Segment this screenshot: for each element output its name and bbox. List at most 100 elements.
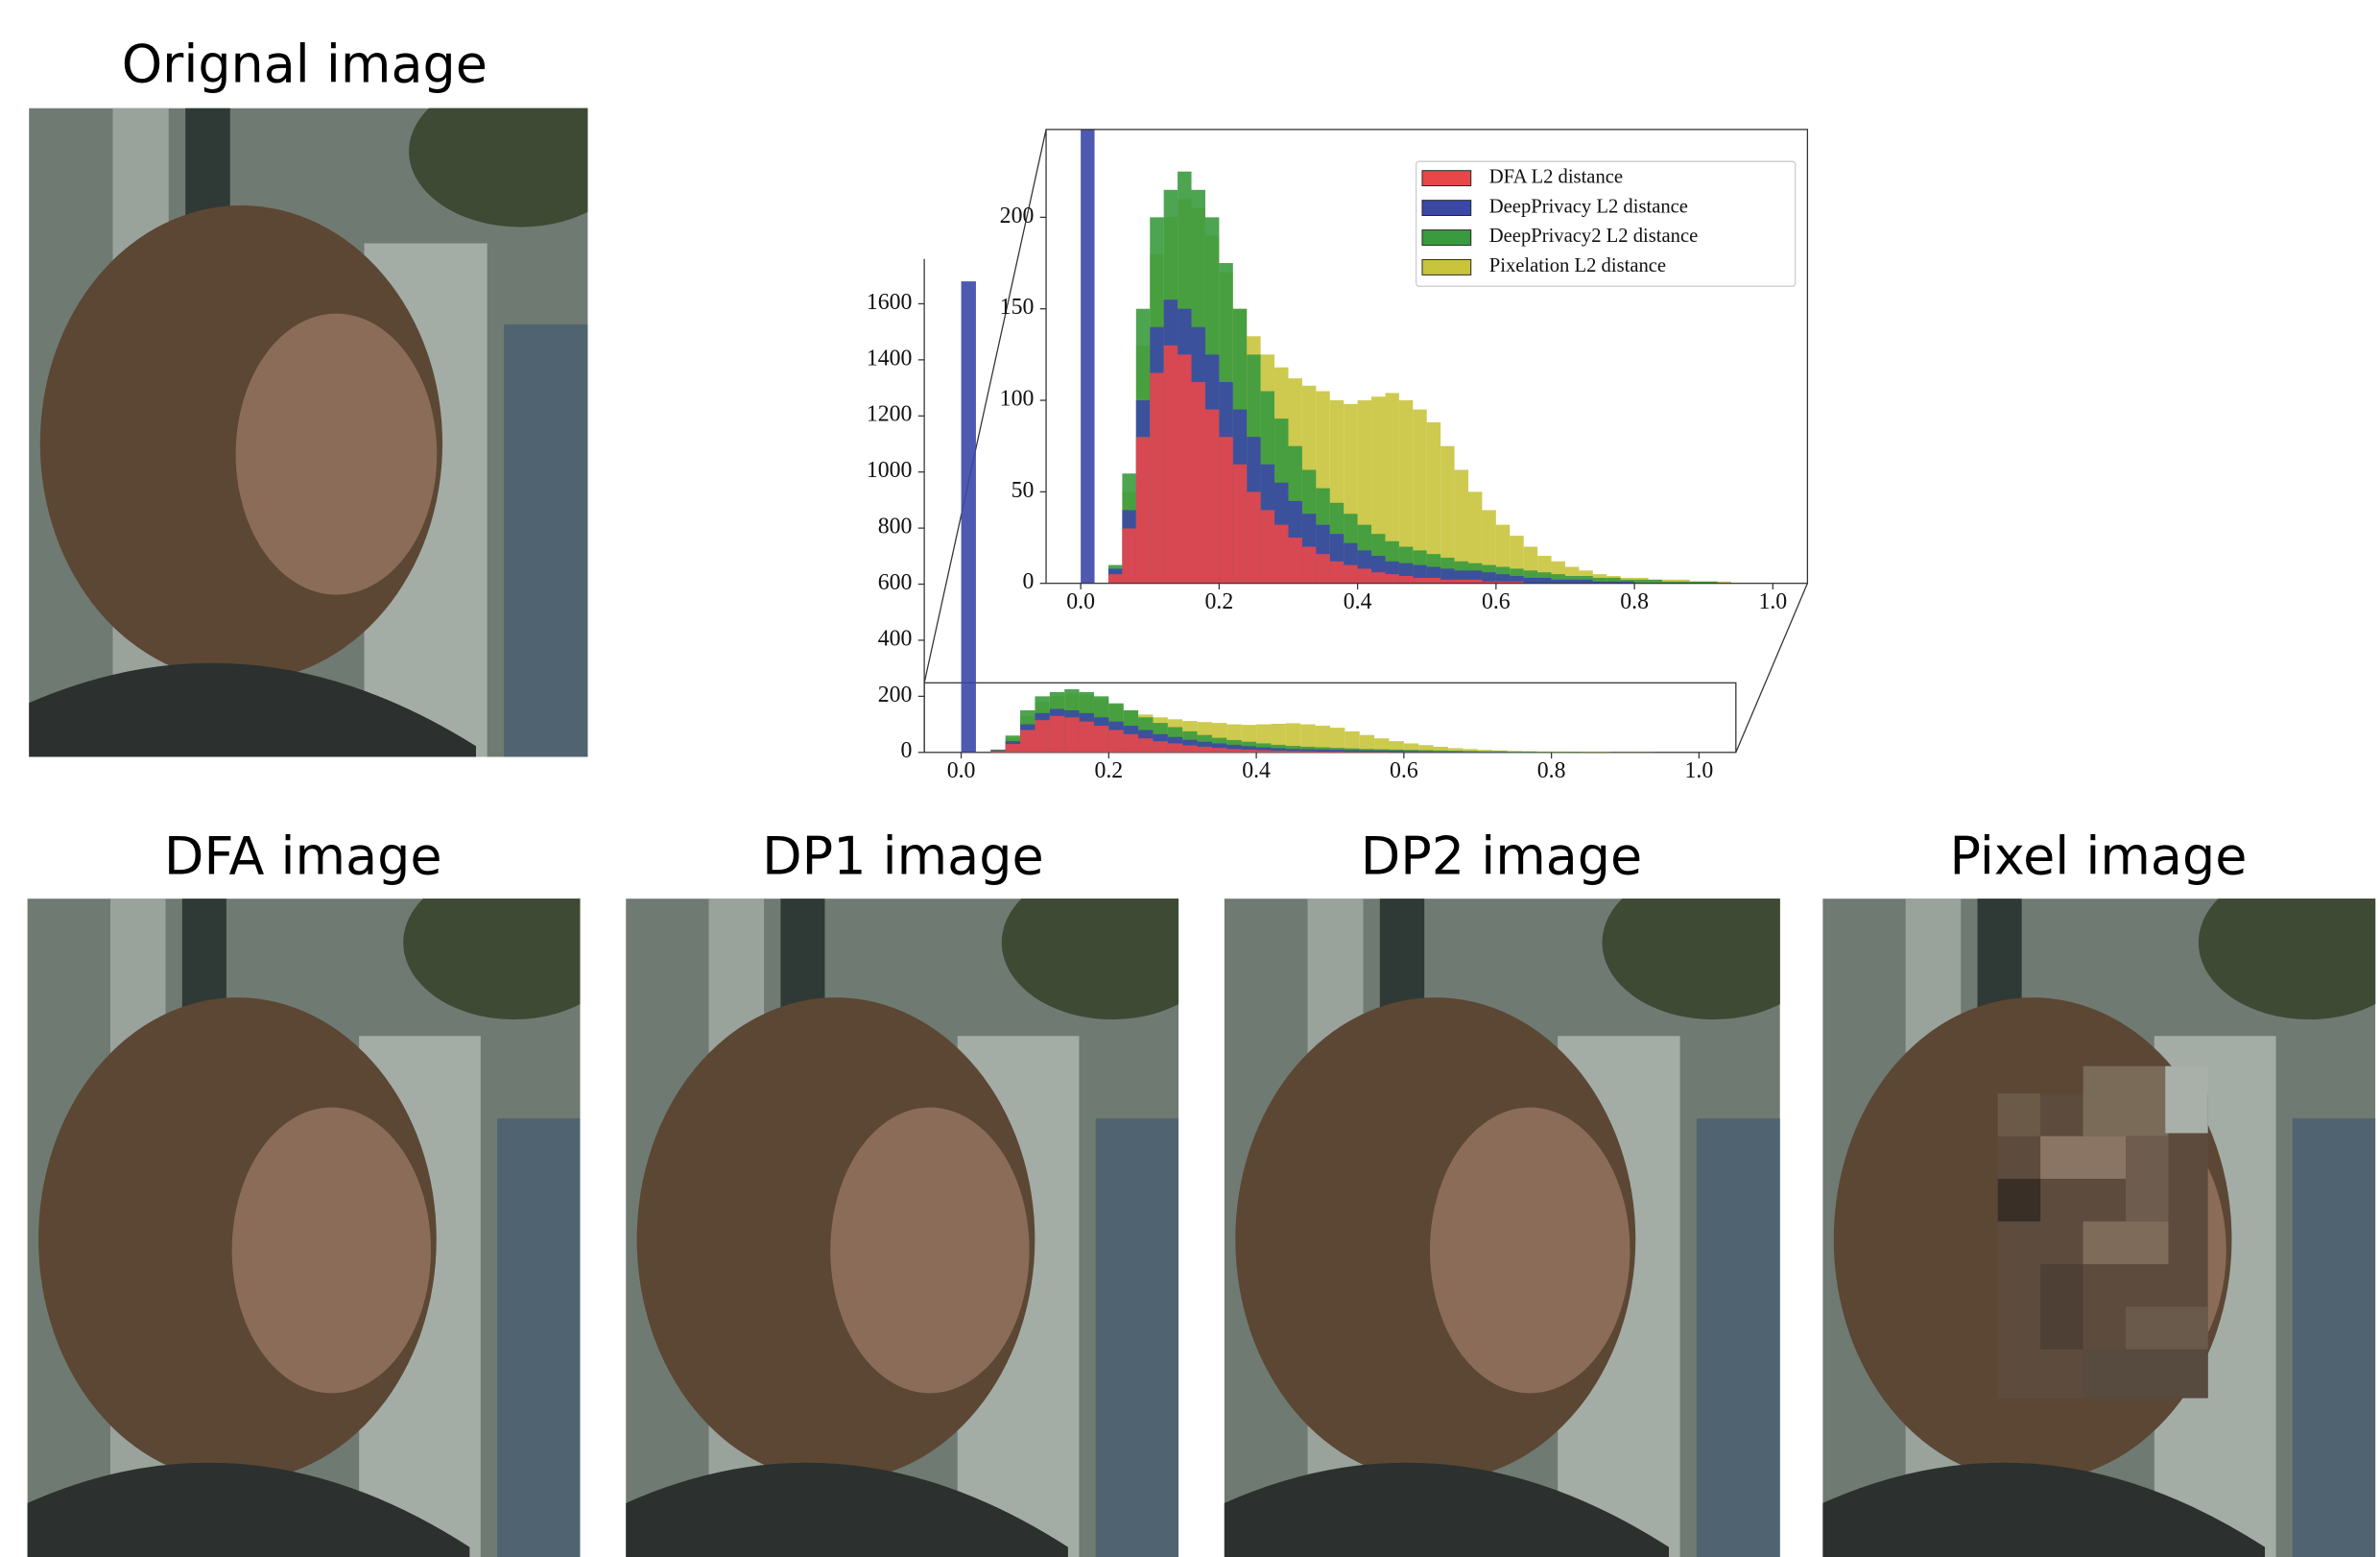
bars [1081, 129, 1732, 584]
bar [1288, 538, 1302, 584]
bar [1463, 751, 1478, 753]
bar [1081, 129, 1095, 584]
bar [990, 751, 1006, 753]
bar [1537, 572, 1552, 584]
bar [1329, 751, 1345, 753]
y-tick-label: 0 [1022, 569, 1034, 594]
bar [1454, 469, 1469, 584]
bar [1167, 743, 1183, 753]
legend-label: DFA L2 distance [1489, 166, 1623, 187]
bar [1385, 393, 1399, 584]
x-tick-label: 1.0 [1685, 758, 1714, 783]
image-title: DP1 image [762, 826, 1044, 887]
bar [1495, 574, 1511, 584]
bar [1226, 749, 1242, 753]
bar [1551, 579, 1565, 584]
bar [1064, 717, 1080, 753]
legend-label: DeepPrivacy2 L2 distance [1489, 226, 1698, 247]
bar [1389, 741, 1404, 753]
bar [1345, 750, 1360, 753]
y-tick-label: 50 [1012, 478, 1035, 503]
y-tick-label: 0 [901, 738, 913, 763]
x-tick-label: 1.0 [1758, 589, 1787, 614]
bar [1606, 581, 1621, 584]
bar [1374, 752, 1390, 753]
bar [1581, 752, 1596, 753]
image-title: DFA image [164, 826, 442, 887]
bar [1329, 561, 1345, 584]
bar [1315, 726, 1330, 753]
x-tick-label: 0.2 [1204, 589, 1233, 614]
bar [1426, 421, 1441, 584]
bar [1447, 751, 1464, 753]
bar [1510, 576, 1524, 584]
bar [1426, 577, 1441, 584]
bar [1523, 577, 1538, 584]
x-tick-label: 0.6 [1390, 758, 1418, 783]
bar [1606, 577, 1621, 584]
legend-label: DeepPrivacy L2 distance [1489, 196, 1688, 217]
bar [1256, 750, 1272, 753]
bar [1463, 752, 1478, 753]
bar [1247, 491, 1261, 584]
bar [1359, 734, 1375, 753]
legend-swatch [1421, 259, 1472, 275]
bar [1108, 730, 1124, 753]
bar [1357, 568, 1372, 584]
bar [1551, 752, 1566, 753]
bar [1521, 751, 1537, 753]
bar [1537, 577, 1552, 584]
bar [1256, 747, 1272, 753]
bar [1123, 733, 1139, 753]
bar [1260, 510, 1275, 584]
bar [1492, 752, 1508, 753]
bar [1138, 738, 1154, 753]
bar [1191, 381, 1205, 584]
bar [1135, 437, 1151, 584]
legend-swatch [1421, 170, 1472, 187]
pixel-mosaic [1997, 1066, 2208, 1399]
x-tick-label: 0.4 [1242, 758, 1271, 783]
photo [29, 108, 588, 757]
bar [1374, 750, 1390, 753]
bar [1197, 746, 1212, 753]
bar [1285, 749, 1301, 753]
bar [1300, 724, 1316, 753]
bar [1579, 579, 1593, 584]
bar [1579, 576, 1593, 584]
bar [1301, 546, 1317, 584]
photos [27, 108, 2376, 1557]
bar [1477, 752, 1493, 753]
y-tick-label: 200 [1000, 204, 1035, 228]
x-tick-label: 0.0 [947, 758, 976, 783]
bar [1226, 744, 1242, 753]
bar [1182, 745, 1198, 753]
photo [626, 898, 1179, 1557]
bar [1329, 728, 1345, 753]
bar [1359, 750, 1375, 753]
bar [1315, 751, 1330, 753]
bar [1093, 726, 1109, 753]
bar [1482, 572, 1496, 584]
x-tick-label: 0.8 [1620, 589, 1649, 614]
bar [1385, 574, 1399, 584]
legend-swatch [1421, 200, 1472, 216]
bar [1510, 581, 1524, 584]
bar [1433, 751, 1448, 753]
bar [1315, 749, 1330, 753]
bar [1454, 579, 1469, 584]
bar [1413, 577, 1427, 584]
bar [1661, 581, 1677, 584]
bar [1595, 752, 1611, 753]
bar [1463, 749, 1478, 753]
bar [1447, 751, 1464, 753]
bar [1418, 745, 1434, 753]
y-tick-label: 800 [878, 515, 913, 539]
bar [1232, 464, 1248, 584]
bar [1345, 752, 1360, 753]
titles: Orignal image DFA image DP1 image DP2 im… [122, 35, 2248, 887]
bar [1150, 372, 1164, 584]
bar [1592, 577, 1607, 584]
bar [1620, 581, 1635, 584]
